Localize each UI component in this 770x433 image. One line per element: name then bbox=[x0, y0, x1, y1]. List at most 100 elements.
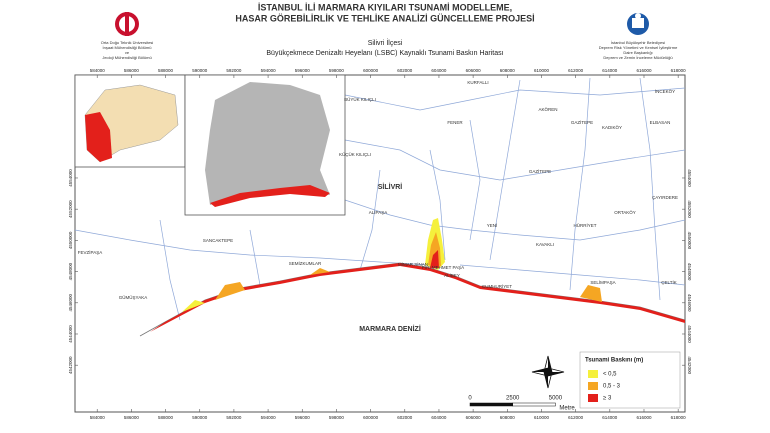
place-label: İNCEKÖY bbox=[655, 88, 675, 94]
x-tick-label: 618000 bbox=[671, 415, 687, 420]
place-label: FEVZİPAŞA bbox=[78, 249, 102, 255]
org-text: Orta Doğu Teknik Üniversitesi bbox=[101, 40, 154, 45]
y-tick-label: 4552000 bbox=[687, 200, 692, 218]
place-label: ORTAKÖY bbox=[614, 209, 636, 215]
scale-label: 0 bbox=[468, 396, 472, 402]
place-label: FENER bbox=[447, 120, 463, 125]
place-label: SİLİVRİ bbox=[378, 183, 403, 191]
place-label: ÇELTİK bbox=[661, 279, 676, 285]
place-label: ELBASAN bbox=[650, 120, 671, 125]
y-tick-label: 4542000 bbox=[68, 356, 73, 374]
legend-label: ≥ 3 bbox=[603, 396, 612, 402]
place-label: YENİ bbox=[487, 222, 498, 228]
header-title: HASAR GÖREBİLİRLİK VE TEHLİKE ANALİZİ GÜ… bbox=[235, 13, 534, 23]
x-tick-label: 610000 bbox=[534, 68, 550, 73]
x-tick-label: 592000 bbox=[226, 415, 242, 420]
place-label: SELİMPAŞA bbox=[590, 279, 615, 285]
x-tick-label: 600000 bbox=[363, 415, 379, 420]
place-label: AKÖREN bbox=[538, 106, 557, 112]
map-title: Silivri İlçesi bbox=[368, 38, 403, 47]
x-tick-label: 608000 bbox=[500, 68, 516, 73]
x-tick-label: 594000 bbox=[261, 68, 277, 73]
y-tick-label: 4546000 bbox=[687, 294, 692, 312]
org-text: Daire Başkanlığı bbox=[623, 50, 652, 55]
place-label: ALİBEY bbox=[444, 272, 460, 278]
org-text: İstanbul Büyükşehir Belediyesi bbox=[611, 40, 665, 45]
x-tick-label: 586000 bbox=[124, 68, 140, 73]
place-label: BÜYÜK KILIÇLI bbox=[344, 96, 376, 102]
x-tick-label: 594000 bbox=[261, 415, 277, 420]
legend-swatch bbox=[588, 370, 598, 378]
x-tick-label: 604000 bbox=[431, 68, 447, 73]
legend-swatch bbox=[588, 394, 598, 402]
scale-label: 2500 bbox=[506, 396, 520, 402]
inset-istanbul bbox=[74, 74, 186, 168]
x-tick-label: 618000 bbox=[671, 68, 687, 73]
place-label: HÜRRİYET bbox=[573, 222, 596, 228]
place-label: KAVAKLI bbox=[536, 242, 554, 247]
legend-label: < 0,5 bbox=[603, 372, 617, 378]
y-tick-label: 4542000 bbox=[687, 356, 692, 374]
place-label: KURFALLI bbox=[467, 80, 488, 85]
x-tick-label: 590000 bbox=[192, 68, 208, 73]
x-tick-label: 608000 bbox=[500, 415, 516, 420]
place-label: CUMHURİYET bbox=[482, 283, 512, 289]
org-text: İnşaat Mühendisliği Bölümü bbox=[103, 45, 152, 50]
x-tick-label: 616000 bbox=[636, 415, 652, 420]
x-tick-label: 590000 bbox=[192, 415, 208, 420]
x-tick-label: 614000 bbox=[602, 68, 618, 73]
x-tick-label: 616000 bbox=[636, 68, 652, 73]
place-label: SANCAKTEPE bbox=[203, 238, 233, 243]
north-arrow bbox=[531, 355, 565, 389]
place-label: SEMİZKUMLAR bbox=[289, 260, 322, 266]
x-tick-label: 592000 bbox=[226, 68, 242, 73]
x-tick-label: 610000 bbox=[534, 415, 550, 420]
place-label: KADIKÖY bbox=[602, 124, 622, 130]
x-tick-label: 606000 bbox=[466, 68, 482, 73]
x-tick-label: 584000 bbox=[90, 68, 106, 73]
scale-label: 5000 bbox=[549, 396, 563, 402]
y-tick-label: 4544000 bbox=[68, 325, 73, 343]
legend-label: 0,5 - 3 bbox=[603, 384, 621, 390]
org-text: Deprem Risk Yönetimi ve Kentsel İyileşti… bbox=[599, 45, 678, 50]
x-tick-label: 606000 bbox=[466, 415, 482, 420]
place-label: ALİPAŞA bbox=[369, 209, 387, 215]
place-label: ÇAYIRDERE bbox=[652, 195, 678, 200]
x-tick-label: 588000 bbox=[158, 415, 174, 420]
x-tick-label: 596000 bbox=[295, 415, 311, 420]
y-tick-label: 4544000 bbox=[687, 325, 692, 343]
x-tick-label: 612000 bbox=[568, 415, 584, 420]
legend-title: Tsunami Baskını (m) bbox=[585, 358, 643, 364]
x-tick-label: 602000 bbox=[397, 415, 413, 420]
place-label: KÜÇÜK KILIÇLI bbox=[339, 151, 371, 157]
y-tick-label: 4552000 bbox=[68, 200, 73, 218]
x-tick-label: 614000 bbox=[602, 415, 618, 420]
x-tick-label: 604000 bbox=[431, 415, 447, 420]
scale-segment bbox=[469, 402, 513, 407]
y-tick-label: 4546000 bbox=[68, 294, 73, 312]
place-label: GAZİTEPE bbox=[529, 168, 551, 174]
place-label: MİMAR SİNAN bbox=[398, 261, 428, 267]
y-tick-label: 4554000 bbox=[687, 169, 692, 187]
map-subtitle: Büyükçekmece Denizaltı Heyelanı (LSBC) K… bbox=[266, 50, 503, 57]
header-title: İSTANBUL İLİ MARMARA KIYILARI TSUNAMİ MO… bbox=[258, 2, 512, 12]
x-tick-label: 586000 bbox=[124, 415, 140, 420]
x-tick-label: 612000 bbox=[568, 68, 584, 73]
x-tick-label: 602000 bbox=[397, 68, 413, 73]
x-tick-label: 596000 bbox=[295, 68, 311, 73]
y-tick-label: 4554000 bbox=[68, 169, 73, 187]
place-label: GAZİTEPE bbox=[571, 119, 593, 125]
x-tick-label: 588000 bbox=[158, 68, 174, 73]
x-tick-label: 584000 bbox=[90, 415, 106, 420]
org-text: ve bbox=[125, 50, 130, 55]
ibb-logo bbox=[627, 13, 649, 35]
inset-silivri bbox=[184, 74, 346, 216]
y-tick-label: 4550000 bbox=[68, 231, 73, 249]
legend-swatch bbox=[588, 382, 598, 390]
place-label: PİRİ MEHMET PAŞA bbox=[422, 264, 464, 270]
scale-unit: Metre bbox=[559, 406, 575, 412]
y-tick-label: 4548000 bbox=[68, 262, 73, 280]
metu-logo bbox=[115, 12, 139, 36]
flood-area bbox=[150, 218, 685, 332]
